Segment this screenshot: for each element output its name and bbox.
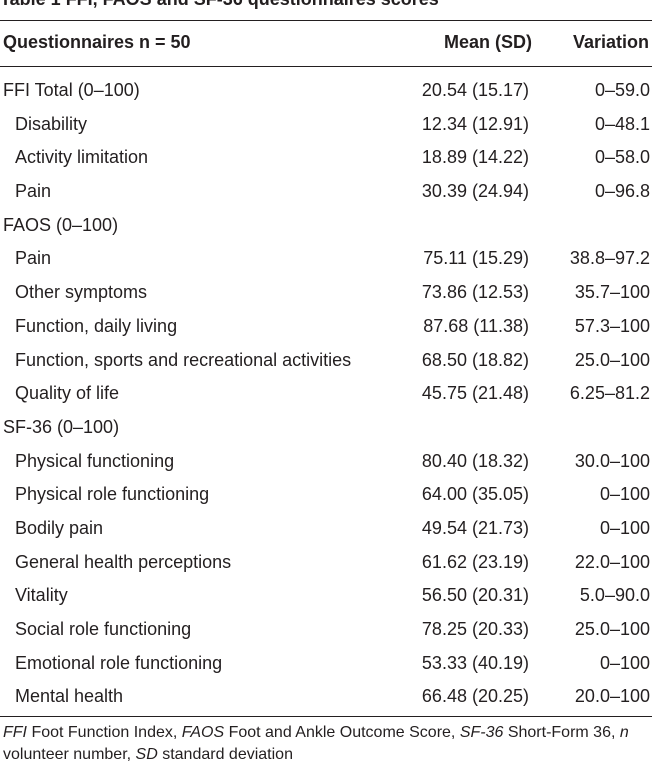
row-mean: 68.50 (18.82) [421,349,529,370]
row-variation: 5.0–90.0 [579,585,650,606]
row-variation: 38.8–97.2 [569,248,650,269]
row-label: Pain [15,181,52,202]
row-variation: 0–100 [599,517,650,538]
row-variation: 0–100 [599,484,650,505]
table-header: Questionnaires n = 50 Mean (SD) Variatio… [0,28,652,56]
row-label: FFI Total (0–100) [3,80,140,100]
row-mean: 78.25 (20.33) [421,619,529,639]
row-mean: 64.00 (35.05) [421,484,529,505]
row-label: Function, daily living [15,315,178,336]
top-rule [0,20,652,22]
row-label: Function, sports and recreational activi… [15,349,352,370]
table-row: Function, sports and recreational activi… [0,344,652,378]
row-label: Mental health [15,686,124,707]
row-mean: 73.86 (12.53) [421,282,529,303]
row-mean: 12.34 (12.91) [421,113,529,134]
def-sd: standard deviation [157,746,293,763]
row-label: General health perceptions [15,551,232,572]
row-mean: 75.11 (15.29) [423,248,529,269]
table-row: Quality of life 45.75 (21.48) 6.25–81.2 [0,377,652,411]
table-row: Function, daily living 87.68 (11.38) 57.… [0,310,652,344]
row-label: Other symptoms [15,282,148,303]
row-label: Disability [15,113,88,134]
table-row-section: FAOS (0–100) [0,209,652,243]
row-variation: 0–100 [599,652,650,673]
row-variation: 6.25–81.2 [569,383,650,404]
row-variation: 25.0–100 [574,349,650,370]
def-sf36: Short-Form 36, [503,724,620,741]
table-row: Other symptoms 73.86 (12.53) 35.7–100 [0,276,652,310]
header-rule [0,66,652,67]
row-mean: 49.54 (21.73) [421,517,529,538]
row-mean: 53.33 (40.19) [421,652,529,673]
row-mean: 30.39 (24.94) [421,181,529,202]
row-label: Bodily pain [15,517,104,538]
row-label: Activity limitation [15,147,149,168]
bottom-rule [0,716,652,717]
row-variation: 0–59.0 [594,80,650,100]
header-variation: Variation [572,32,649,52]
row-variation: 25.0–100 [574,619,650,639]
row-variation: 0–96.8 [594,181,650,202]
row-mean: 66.48 (20.25) [421,686,529,707]
row-variation: 57.3–100 [574,315,650,336]
table-row-section: SF-36 (0–100) [0,411,652,445]
table-row: FFI Total (0–100) 20.54 (15.17) 0–59.0 [0,74,652,108]
row-label: Physical role functioning [15,484,210,505]
table-row: General health perceptions 61.62 (23.19)… [0,546,652,580]
row-mean: 87.68 (11.38) [423,315,529,336]
table-row: Pain 30.39 (24.94) 0–96.8 [0,175,652,209]
table-row: Disability 12.34 (12.91) 0–48.1 [0,108,652,142]
row-variation: 0–48.1 [594,113,650,134]
abbr-sd: SD [135,746,158,763]
table-body: FFI Total (0–100) 20.54 (15.17) 0–59.0 D… [0,74,652,714]
row-label: Vitality [15,585,68,606]
row-label: Social role functioning [15,619,192,639]
row-variation: 35.7–100 [574,282,650,303]
table-row: Social role functioning 78.25 (20.33) 25… [0,613,652,647]
table-row: Vitality 56.50 (20.31) 5.0–90.0 [0,579,652,613]
row-variation: 30.0–100 [574,450,650,471]
def-faos: Foot and Ankle Outcome Score, [224,724,460,741]
table-footnote: FFI Foot Function Index, FAOS Foot and A… [3,722,643,766]
row-mean: 20.54 (15.17) [421,80,529,100]
row-mean: 45.75 (21.48) [421,383,529,404]
row-mean: 61.62 (23.19) [421,551,529,572]
abbr-faos: FAOS [181,724,225,741]
row-variation: 0–58.0 [594,147,650,168]
table-row: Physical role functioning 64.00 (35.05) … [0,478,652,512]
def-ffi: Foot Function Index, [27,724,182,741]
table-row: Activity limitation 18.89 (14.22) 0–58.0 [0,141,652,175]
row-mean: 56.50 (20.31) [421,585,529,606]
row-variation: 20.0–100 [574,686,650,707]
row-label: Emotional role functioning [15,652,223,673]
row-label: SF-36 (0–100) [3,416,120,437]
table-row: Mental health 66.48 (20.25) 20.0–100 [0,680,652,714]
row-label: FAOS (0–100) [3,214,119,235]
table-row: Physical functioning 80.40 (18.32) 30.0–… [0,445,652,479]
row-mean: 18.89 (14.22) [421,147,529,168]
row-variation: 22.0–100 [574,551,650,572]
header-mean-sd: Mean (SD) [443,32,532,52]
table-row: Pain 75.11 (15.29) 38.8–97.2 [0,242,652,276]
table-row: Emotional role functioning 53.33 (40.19)… [0,647,652,681]
abbr-sf36: SF-36 [459,724,504,741]
abbr-ffi: FFI [3,724,27,741]
abbr-n: n [619,724,629,741]
row-label: Physical functioning [15,450,175,471]
row-label: Pain [15,248,52,269]
header-questionnaires: Questionnaires n = 50 [3,32,191,52]
table-row: Bodily pain 49.54 (21.73) 0–100 [0,512,652,546]
def-n: volunteer number, [3,746,136,763]
row-label: Quality of life [15,383,120,404]
row-mean: 80.40 (18.32) [421,450,529,471]
table-caption: Table 1 FFI, FAOS and SF-36 questionnair… [0,0,652,9]
